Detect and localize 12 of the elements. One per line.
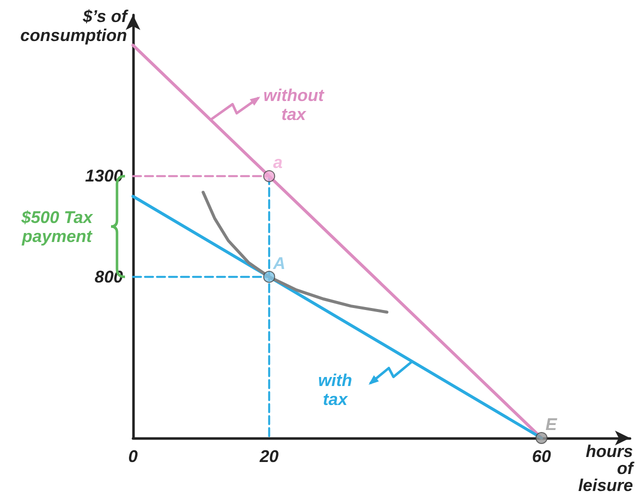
y-axis-title: $’s of consumption — [19, 7, 127, 45]
y-tick-label: 1300 — [85, 166, 124, 186]
x-tick-label: 20 — [258, 447, 280, 466]
data-label: a — [273, 153, 283, 172]
annotation: with tax — [317, 371, 354, 410]
text: $500 Tax payment — [20, 208, 94, 246]
annotation: without tax — [262, 86, 325, 124]
data-label: E — [545, 415, 558, 434]
x-tick-label: 0 — [128, 447, 138, 466]
x-tick-label: 60 — [532, 447, 552, 466]
x-axis-title: hours of leisure — [577, 442, 633, 495]
data-label: A — [272, 254, 286, 273]
